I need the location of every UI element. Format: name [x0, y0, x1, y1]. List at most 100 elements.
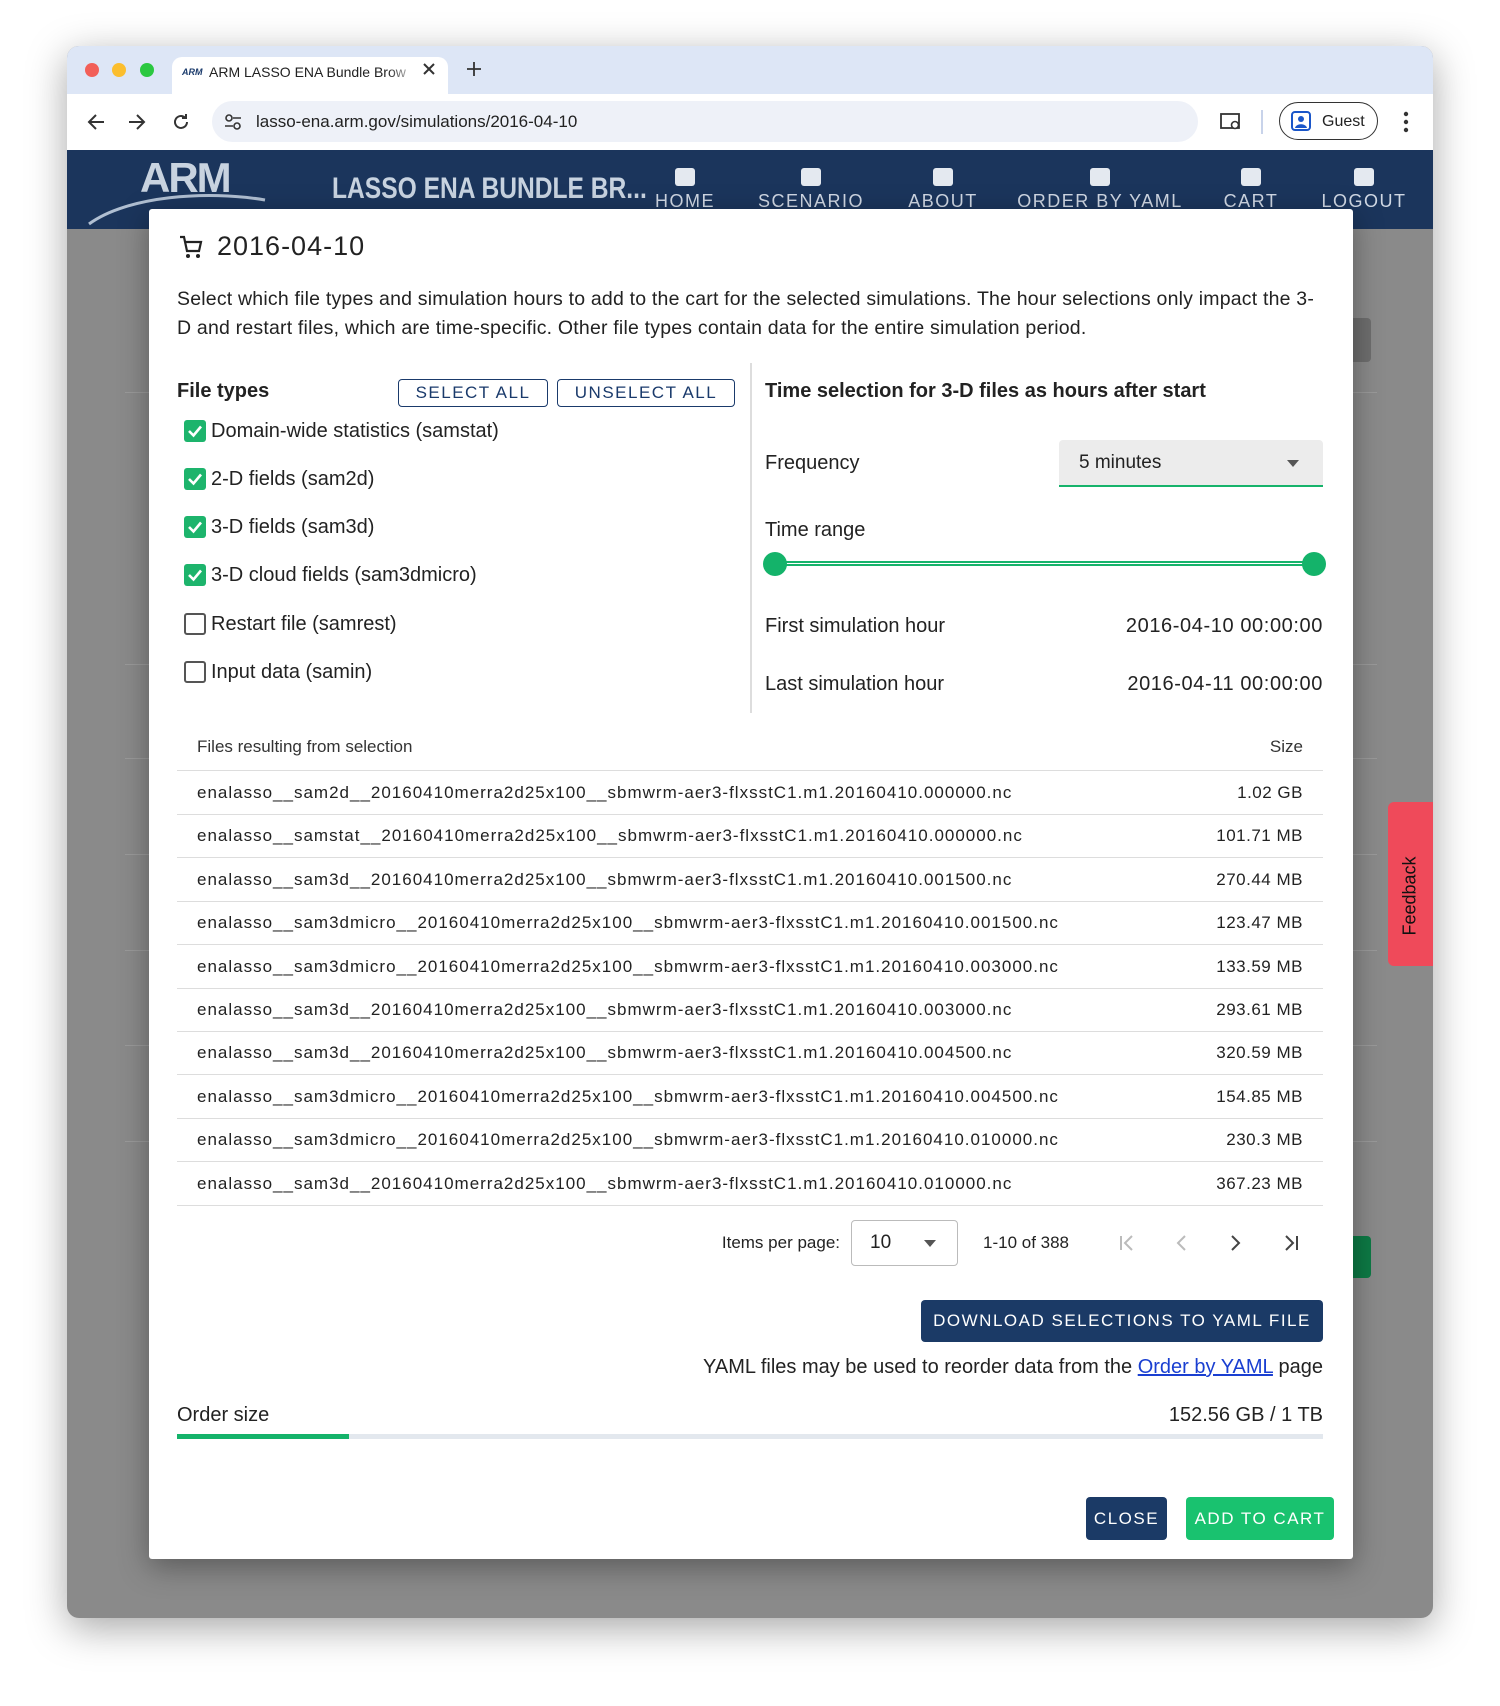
frequency-value[interactable]: 5 minutes: [1079, 452, 1162, 473]
address-bar[interactable]: [212, 101, 1198, 142]
row-divider: [177, 1074, 1323, 1076]
slider-start-handle[interactable]: [763, 552, 787, 576]
row-divider: [177, 987, 1323, 989]
file-size: 101.71 MB: [1216, 826, 1303, 846]
prev-page-icon[interactable]: [1175, 1235, 1187, 1251]
url[interactable]: lasso-ena.arm.gov/simulations/2016-04-10: [256, 112, 578, 131]
reload-icon[interactable]: [172, 113, 190, 131]
first-page-icon[interactable]: [1119, 1235, 1135, 1251]
row-divider: [177, 944, 1323, 946]
menu-icon[interactable]: [1403, 111, 1409, 133]
checkbox[interactable]: [184, 468, 206, 490]
nav-icon: [1241, 168, 1261, 186]
toolbar-divider: [1261, 110, 1263, 134]
file-size: 293.61 MB: [1216, 1000, 1303, 1019]
checkbox-label: Restart file (samrest): [211, 613, 397, 635]
checkbox[interactable]: [184, 420, 206, 442]
checkbox[interactable]: [184, 613, 206, 635]
checkbox[interactable]: [184, 516, 206, 538]
nav-icon: [675, 168, 695, 186]
nav-item[interactable]: SCENARIO: [757, 191, 865, 211]
nav-icon: [1090, 168, 1110, 186]
row-divider: [177, 900, 1323, 902]
unselect-all-button[interactable]: UNSELECT ALL: [557, 379, 735, 407]
column-divider: [750, 363, 752, 713]
time-range-label: Time range: [765, 519, 866, 541]
items-per-page-value[interactable]: 10: [870, 1232, 892, 1253]
slider-track: [775, 561, 1315, 566]
dialog-description: Select which file types and simulation h…: [177, 288, 1315, 339]
file-name: enalasso__sam3dmicro__20160410merra2d25x…: [197, 956, 1059, 976]
zoom-dot[interactable]: [140, 63, 154, 77]
file-size: 320.59 MB: [1216, 1043, 1303, 1063]
nav-icon: [933, 168, 953, 186]
yaml-note-before: YAML files may be used to reorder data f…: [703, 1356, 1133, 1378]
minimize-dot[interactable]: [112, 63, 126, 77]
back-icon[interactable]: [87, 113, 105, 131]
nav-item[interactable]: ABOUT: [908, 191, 978, 211]
file-size: 154.85 MB: [1216, 1086, 1303, 1106]
nav-item[interactable]: LOGOUT: [1321, 191, 1407, 211]
checkbox[interactable]: [184, 564, 206, 586]
add-to-cart-button[interactable]: ADD TO CART: [1186, 1497, 1334, 1540]
last-page-icon[interactable]: [1283, 1235, 1299, 1251]
order-size-value: 152.56 GB / 1 TB: [1168, 1404, 1323, 1426]
profile-name: Guest: [1322, 113, 1365, 130]
last-hour-label: Last simulation hour: [765, 673, 944, 695]
nav-item[interactable]: CART: [1223, 191, 1279, 211]
forward-icon[interactable]: [128, 113, 146, 131]
checkbox-label: Domain-wide statistics (samstat): [211, 420, 499, 442]
files-column-header: Files resulting from selection: [197, 737, 413, 756]
file-size: 1.02 GB: [1237, 783, 1303, 802]
checkbox-label: 3-D cloud fields (sam3dmicro): [211, 564, 477, 586]
new-tab-icon[interactable]: [467, 62, 481, 76]
file-name: enalasso__sam3d__20160410merra2d25x100__…: [197, 1000, 1013, 1019]
size-column-header: Size: [1269, 737, 1303, 756]
nav-item[interactable]: ORDER BY YAML: [1017, 191, 1183, 211]
feedback-label[interactable]: Feedback: [1399, 856, 1420, 936]
download-yaml-button[interactable]: DOWNLOAD SELECTIONS TO YAML FILE: [921, 1300, 1323, 1342]
close-dot[interactable]: [85, 63, 99, 77]
checkmark: [188, 521, 202, 534]
file-size: 133.59 MB: [1216, 956, 1303, 976]
site-info-icon[interactable]: [224, 113, 242, 131]
close-button[interactable]: CLOSE: [1086, 1497, 1167, 1540]
tab-close-icon[interactable]: [423, 63, 435, 75]
items-per-page-select[interactable]: [851, 1220, 958, 1266]
checkbox-label: 3-D fields (sam3d): [211, 516, 375, 538]
tab[interactable]: [172, 57, 448, 94]
checkmark: [188, 569, 202, 582]
app-title: LASSO ENA BUNDLE BR...: [332, 172, 647, 205]
nav-item[interactable]: HOME: [655, 191, 715, 211]
logo-swoosh: [88, 193, 266, 226]
frequency-select[interactable]: [1059, 440, 1323, 487]
file-name: enalasso__sam3d__20160410merra2d25x100__…: [197, 1043, 1013, 1063]
order-by-yaml-link[interactable]: Order by YAML: [1137, 1356, 1273, 1378]
items-select-arrow: [924, 1240, 936, 1247]
order-size-progress: [177, 1434, 349, 1439]
row-divider: [177, 1117, 1323, 1119]
row-divider: [177, 1161, 1323, 1163]
file-name: enalasso__samstat__20160410merra2d25x100…: [197, 826, 1023, 846]
slider-end-handle[interactable]: [1302, 552, 1326, 576]
logo: ARM: [140, 154, 232, 201]
items-per-page-label: Items per page:: [721, 1233, 840, 1252]
checkmark: [188, 425, 202, 438]
file-types-heading: File types: [177, 380, 270, 402]
file-size: 270.44 MB: [1216, 869, 1303, 889]
feedback-tab[interactable]: [1388, 802, 1433, 966]
header-divider: [177, 770, 1323, 771]
next-page-icon[interactable]: [1230, 1235, 1242, 1251]
frequency-label: Frequency: [765, 452, 860, 474]
order-size-label: Order size: [177, 1404, 270, 1426]
profile-chip[interactable]: [1279, 102, 1378, 140]
file-name: enalasso__sam3dmicro__20160410merra2d25x…: [197, 913, 1059, 933]
file-name: enalasso__sam2d__20160410merra2d25x100__…: [197, 783, 1013, 802]
file-name: enalasso__sam3dmicro__20160410merra2d25x…: [197, 1130, 1059, 1150]
checkbox[interactable]: [184, 661, 206, 683]
time-heading: Time selection for 3-D files as hours af…: [765, 380, 1206, 402]
select-all-button[interactable]: SELECT ALL: [398, 379, 548, 407]
cast-icon[interactable]: [1220, 113, 1242, 131]
